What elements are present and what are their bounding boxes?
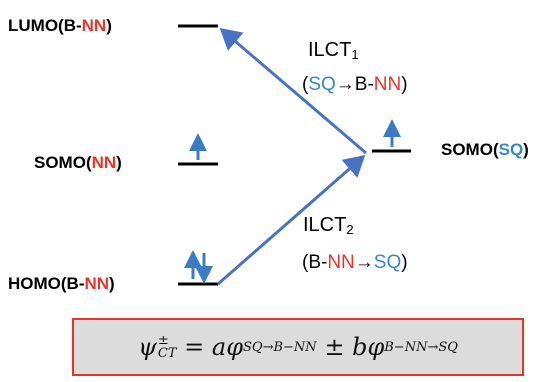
ilct1-arrow (219, 28, 367, 155)
equation-box: ψ ± CT = a φ SQ→B−NN ± b φ B−NN→SQ (72, 318, 524, 376)
ilct2-from-accent: NN (327, 252, 355, 273)
ilct2-title-index: 2 (346, 222, 354, 237)
somo-sq-label-suffix: ) (523, 140, 529, 159)
lumo-label-suffix: ) (106, 16, 112, 35)
somo-nn-label: SOMO(NN) (34, 153, 122, 173)
eq-psi: ψ (138, 333, 157, 361)
ilct2-arrow (217, 155, 366, 286)
somo-sq-label-prefix: SOMO( (441, 140, 499, 159)
ilct1-to-accent: NN (373, 74, 402, 95)
ilct2-description: (B-NN→SQ) (302, 252, 408, 274)
ilct1-title-text: ILCT (308, 39, 352, 61)
lumo-label: LUMO(B-NN) (8, 16, 112, 36)
eq-plus-minus: ± (316, 333, 353, 361)
eq-coef-a: a (211, 333, 227, 361)
ilct2-to: SQ (373, 252, 402, 273)
ilct2-title: ILCT2 (303, 215, 354, 236)
ilct2-title-text: ILCT (303, 214, 347, 236)
eq-psi-sup: ± (157, 333, 169, 348)
ilct1-title-index: 1 (351, 47, 359, 62)
eq-phi1-sub: SQ→B−NN (243, 339, 317, 355)
eq-psi-scripts: ± CT (158, 334, 177, 360)
ilct1-open: ( (302, 74, 309, 95)
eq-phi2-sub: B−NN→SQ (384, 339, 458, 355)
homo-label-accent: NN (84, 274, 110, 293)
ilct1-arrow-glyph: → (335, 74, 355, 95)
homo-label-prefix: HOMO(B- (8, 274, 85, 293)
eq-coef-b: b (352, 333, 368, 361)
wavefunction-equation: ψ ± CT = a φ SQ→B−NN ± b φ B−NN→SQ (74, 320, 522, 374)
lumo-label-accent: NN (81, 16, 107, 35)
ilct1-description: (SQ→B-NN) (302, 74, 408, 96)
eq-psi-sub: CT (157, 346, 177, 361)
ilct1-title: ILCT1 (308, 40, 359, 61)
ilct2-open: (B- (302, 252, 328, 273)
ilct2-close: ) (401, 252, 408, 273)
homo-label-suffix: ) (109, 274, 115, 293)
somo-nn-label-accent: NN (91, 153, 117, 172)
eq-equals: = (176, 333, 212, 361)
somo-sq-label: SOMO(SQ) (441, 140, 529, 160)
eq-phi1: φ (226, 333, 244, 361)
homo-label: HOMO(B-NN) (8, 274, 115, 294)
ilct2-arrow-glyph: → (354, 252, 374, 273)
ilct1-to-prefix: B- (354, 74, 374, 95)
eq-phi2: φ (367, 333, 385, 361)
somo-nn-label-prefix: SOMO( (34, 153, 92, 172)
ilct1-close: ) (401, 74, 408, 95)
somo-sq-label-accent: SQ (498, 140, 524, 159)
ilct1-from: SQ (308, 74, 336, 95)
somo-nn-label-suffix: ) (116, 153, 122, 172)
lumo-label-prefix: LUMO(B- (8, 16, 82, 35)
